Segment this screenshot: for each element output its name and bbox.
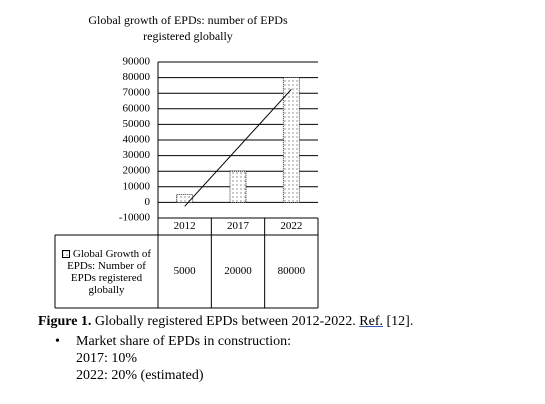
legend-marker [61, 249, 70, 258]
bar [282, 77, 300, 203]
caption-label: Figure 1. [38, 314, 92, 329]
bullet-line: 2017: 10% [76, 351, 138, 366]
table-value: 5000 [174, 265, 197, 277]
reference-link[interactable]: Ref. [359, 314, 384, 329]
trendline [184, 88, 292, 207]
bar [176, 194, 194, 203]
bar [229, 170, 247, 203]
y-tick-label: 0 [145, 196, 151, 208]
y-tick-label: 50000 [123, 118, 151, 130]
bullet-marker: • [55, 334, 60, 349]
bullet-text: Market share of EPDs in construction: [76, 334, 292, 349]
y-tick-label: -10000 [119, 212, 151, 224]
chart-title: Global growth of EPDs: number of EPDs re… [88, 13, 288, 43]
y-tick-label: 60000 [123, 102, 151, 114]
y-tick-label: 20000 [123, 165, 151, 177]
y-tick-label: 80000 [123, 71, 151, 83]
legend-entry: Global Growth of EPDs: Number of EPDs re… [56, 248, 157, 296]
table-value: 20000 [224, 265, 252, 277]
legend: Global Growth of EPDs: Number of EPDs re… [56, 236, 157, 307]
caption-text: Globally registered EPDs between 2012-20… [94, 314, 356, 329]
legend-label: Global Growth of EPDs: Number of EPDs re… [67, 247, 152, 296]
y-tick-label: 40000 [123, 134, 151, 146]
bullet-item: Market share of EPDs in construction: 20… [76, 333, 291, 384]
citation: [12]. [386, 314, 414, 329]
y-tick-label: 30000 [123, 149, 151, 161]
y-tick-label: 90000 [123, 56, 151, 68]
x-tick-label: 2017 [227, 220, 250, 232]
x-tick-label: 2012 [174, 220, 196, 232]
bullet-line: 2022: 20% (estimated) [76, 368, 204, 383]
y-tick-label: 10000 [123, 180, 151, 192]
y-tick-label: 70000 [123, 87, 151, 99]
x-tick-label: 2022 [280, 220, 302, 232]
caption: Figure 1. Globally registered EPDs betwe… [38, 314, 413, 330]
table-value: 80000 [278, 265, 306, 277]
